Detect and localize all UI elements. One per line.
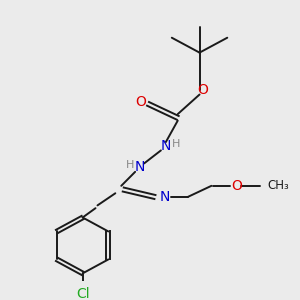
Text: N: N xyxy=(161,139,171,153)
Text: H: H xyxy=(126,160,134,170)
Text: N: N xyxy=(135,160,145,174)
Text: CH₃: CH₃ xyxy=(267,179,289,192)
Text: O: O xyxy=(231,179,242,193)
Text: O: O xyxy=(197,83,208,97)
Text: O: O xyxy=(136,95,146,109)
Text: Cl: Cl xyxy=(76,287,89,300)
Text: N: N xyxy=(160,190,170,204)
Text: H: H xyxy=(172,139,180,149)
